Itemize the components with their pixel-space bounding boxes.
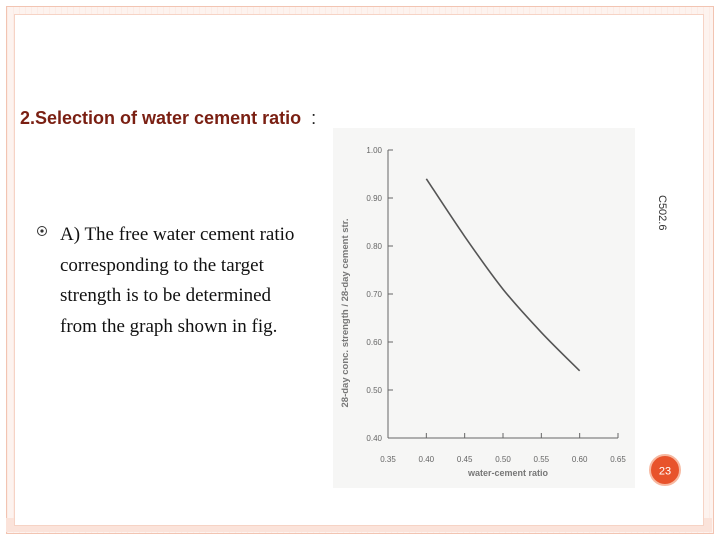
x-tick-label: 0.45 [457, 455, 473, 464]
y-tick-label: 0.70 [366, 290, 382, 299]
bullet-icon [37, 226, 47, 236]
x-tick-label: 0.55 [534, 455, 550, 464]
page-number-badge: 23 [649, 454, 681, 486]
y-tick-label: 0.80 [366, 242, 382, 251]
y-tick-label: 1.00 [366, 146, 382, 155]
x-axis-label: water-cement ratio [467, 468, 549, 478]
y-axis-label: 28-day conc. strength / 28-day cement st… [340, 218, 351, 407]
x-tick-label: 0.65 [610, 455, 626, 464]
chart-scan-background [333, 128, 635, 488]
slide-title-text: 2.Selection of water cement ratio [20, 108, 302, 128]
page-number: 23 [659, 466, 671, 478]
y-tick-label: 0.60 [366, 338, 382, 347]
y-tick-label: 0.40 [366, 434, 382, 443]
x-tick-label: 0.50 [495, 455, 511, 464]
x-tick-label: 0.40 [419, 455, 435, 464]
x-tick-label: 0.60 [572, 455, 588, 464]
bullet-text: A) The free water cement ratio correspon… [60, 224, 295, 337]
y-tick-label: 0.50 [366, 386, 382, 395]
x-tick-label: 0.35 [380, 455, 396, 464]
slide-title-colon: : [311, 108, 317, 128]
wc-ratio-chart: 0.40 0.50 0.60 0.70 0.80 0.90 1.00 0.35 0.40 0.4… [333, 128, 635, 488]
chart-container: 0.40 0.50 0.60 0.70 0.80 0.90 1.00 0.35 0.40 0.4… [333, 128, 635, 488]
series-line [425, 178, 581, 372]
slide-title: 2.Selection of water cement ratio: [20, 108, 316, 129]
side-code-label: C502.6 [656, 195, 668, 231]
y-tick-label: 0.90 [366, 194, 382, 203]
